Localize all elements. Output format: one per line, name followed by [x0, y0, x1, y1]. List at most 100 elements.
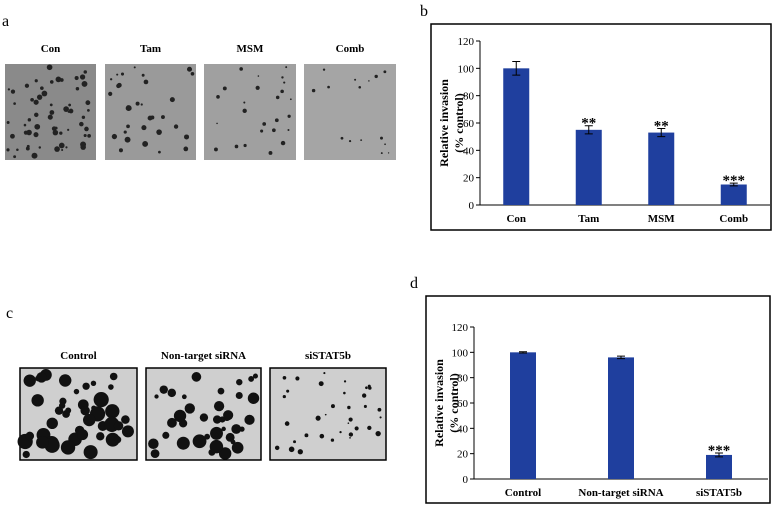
blob	[347, 405, 351, 410]
y-axis-label: Relative invasion	[432, 359, 446, 447]
speck	[242, 108, 247, 114]
blob	[347, 422, 350, 424]
blob	[319, 433, 325, 439]
speck	[368, 80, 370, 82]
chart-frame	[430, 23, 772, 231]
blob	[304, 433, 309, 438]
blob	[218, 447, 232, 460]
speck	[52, 129, 59, 136]
speck	[311, 88, 316, 93]
blob	[349, 437, 351, 439]
bar	[503, 68, 530, 205]
speck	[234, 144, 239, 149]
blob	[367, 425, 372, 431]
blob	[113, 436, 122, 444]
blob	[377, 407, 382, 412]
blob	[323, 372, 326, 375]
speck	[54, 146, 60, 152]
speck	[13, 102, 16, 105]
blob	[343, 391, 346, 395]
speck	[108, 91, 113, 96]
blob	[105, 404, 120, 419]
blob	[343, 380, 347, 383]
blob	[274, 445, 280, 451]
speck	[118, 148, 123, 153]
blob	[36, 372, 47, 383]
speck	[380, 152, 383, 155]
speck	[81, 115, 86, 119]
blob	[80, 405, 90, 416]
image-label: Control	[60, 350, 96, 362]
speck	[47, 114, 53, 120]
speck	[354, 78, 357, 81]
blob	[124, 425, 133, 434]
speck	[7, 88, 11, 91]
speck	[140, 103, 143, 106]
blob	[236, 378, 243, 386]
y-tick-label: 80	[457, 373, 469, 385]
y-tick-label: 0	[469, 200, 475, 212]
speck	[384, 143, 386, 146]
speck	[34, 112, 39, 118]
speck	[27, 118, 32, 122]
speck	[49, 80, 54, 84]
y-tick-label: 80	[463, 91, 475, 103]
speck	[116, 83, 121, 89]
speck	[58, 142, 65, 149]
panel-label: a	[2, 13, 9, 30]
y-tick-label: 60	[463, 118, 475, 130]
speck	[36, 94, 43, 100]
y-tick-label: 0	[463, 474, 469, 486]
blob	[31, 394, 44, 407]
blob	[90, 380, 97, 386]
blob	[295, 376, 300, 381]
speck	[54, 126, 58, 130]
y-tick-label: 100	[452, 347, 469, 359]
error-bar	[584, 125, 593, 135]
speck	[274, 118, 279, 123]
blob	[113, 421, 124, 431]
blob	[354, 426, 359, 431]
blob	[121, 415, 130, 424]
speck	[327, 85, 330, 89]
blob	[212, 415, 222, 424]
speck	[33, 99, 39, 105]
speck	[340, 136, 344, 140]
blob	[36, 435, 49, 449]
blob	[83, 413, 96, 427]
y-axis-label: (% control)	[452, 93, 466, 152]
speck	[183, 146, 189, 152]
panel-label: c	[6, 305, 13, 322]
blob	[154, 394, 159, 399]
speck	[40, 86, 44, 90]
speck	[285, 66, 288, 69]
blob	[330, 438, 335, 442]
speck	[109, 78, 113, 81]
blob	[221, 426, 226, 432]
blob	[231, 441, 244, 454]
micrograph	[105, 64, 196, 160]
speck	[65, 146, 68, 149]
speck	[147, 115, 153, 121]
bar	[608, 357, 634, 479]
x-tick-label: Comb	[719, 213, 748, 225]
speck	[289, 98, 292, 101]
speck	[55, 76, 62, 83]
speck	[34, 123, 41, 130]
micrograph	[204, 64, 296, 160]
speck	[186, 66, 193, 72]
speck	[24, 83, 30, 88]
x-tick-label: MSM	[648, 213, 676, 225]
blob	[288, 446, 295, 453]
speck	[46, 64, 53, 71]
speck	[16, 148, 19, 151]
blob	[214, 432, 219, 438]
blob	[109, 372, 118, 381]
blob	[25, 431, 35, 441]
blob	[159, 385, 168, 394]
speck	[190, 71, 195, 76]
blob	[217, 387, 225, 395]
blob	[362, 393, 367, 398]
speck	[61, 148, 64, 152]
speck	[255, 85, 260, 90]
